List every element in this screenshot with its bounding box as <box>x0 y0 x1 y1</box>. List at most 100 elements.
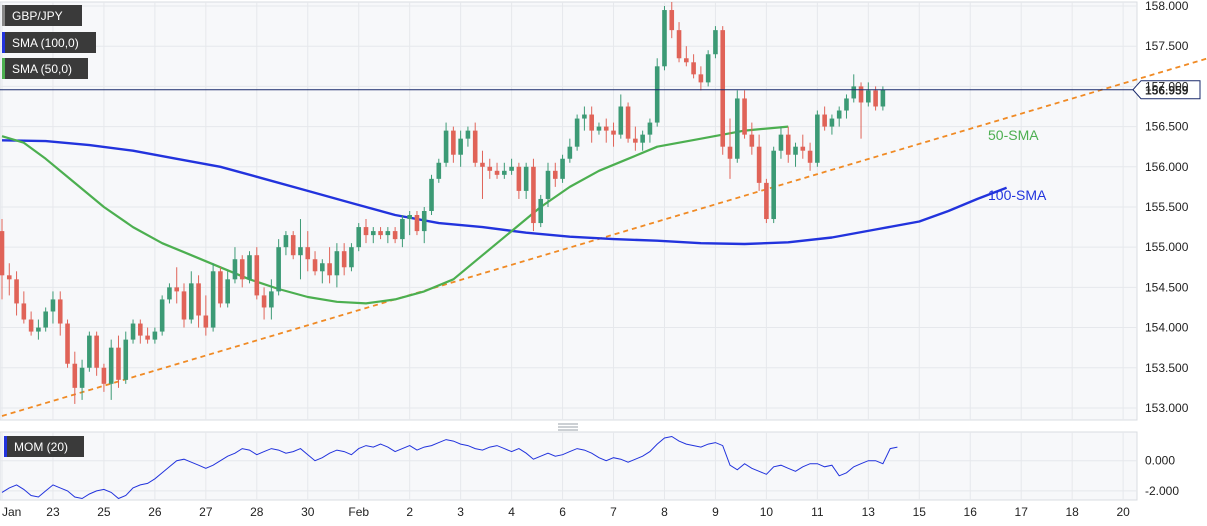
candle <box>793 142 798 167</box>
candle <box>545 162 551 207</box>
candle-body <box>254 255 260 296</box>
candle-body <box>669 10 675 31</box>
candle <box>516 162 522 199</box>
candle-body <box>756 146 762 183</box>
candle <box>79 359 85 400</box>
candle-body <box>596 126 602 131</box>
main-plot-area <box>0 1 1138 421</box>
candle <box>669 2 675 39</box>
pane-splitter[interactable] <box>558 423 578 431</box>
date-tick-label: 20 <box>1116 505 1130 519</box>
candle <box>72 351 78 404</box>
candle-body <box>43 311 48 328</box>
candle <box>458 130 463 167</box>
candle <box>152 327 158 344</box>
mom-tick-label: -2.000 <box>1145 484 1179 498</box>
candle <box>800 134 806 159</box>
candle-body <box>676 30 682 59</box>
candle-body <box>858 86 864 103</box>
candle-body <box>298 247 303 256</box>
candle <box>108 339 114 400</box>
price-tick-label: 156.500 <box>1145 120 1189 134</box>
date-tick-label: Feb <box>348 505 369 519</box>
candle-body <box>494 170 500 175</box>
date-tick-label: 9 <box>712 505 719 519</box>
candle-body <box>72 363 78 388</box>
candle-body <box>57 299 63 324</box>
candle-body <box>334 251 340 276</box>
candle-body <box>684 58 689 63</box>
candle <box>727 118 733 179</box>
candle <box>43 307 48 332</box>
candle <box>327 247 332 284</box>
candle-body <box>472 130 478 163</box>
candle <box>698 66 704 91</box>
candle <box>603 118 609 143</box>
candle-body <box>159 299 165 332</box>
sma100-line <box>1 139 1008 246</box>
candle <box>14 271 19 316</box>
candle-body <box>196 283 201 316</box>
candle-body <box>116 347 121 380</box>
candle <box>480 150 485 199</box>
candle <box>873 86 878 111</box>
candle <box>436 158 442 183</box>
candle <box>829 114 835 135</box>
candle <box>159 295 165 336</box>
candle-body <box>341 251 347 268</box>
candle <box>269 279 274 320</box>
candle <box>261 287 267 320</box>
candle-body <box>538 198 544 224</box>
candle <box>181 283 187 328</box>
candle-body <box>815 114 820 163</box>
candle <box>560 154 565 183</box>
candle-body <box>108 347 114 384</box>
candle <box>509 158 514 175</box>
candle-body <box>225 279 230 304</box>
date-tick-label: 26 <box>148 505 162 519</box>
candle <box>880 86 886 111</box>
ascending-trendline <box>1 57 1207 417</box>
candle-body <box>363 227 369 236</box>
candle-body <box>14 279 19 304</box>
legend-sma50-bg <box>2 58 88 79</box>
candle-body <box>836 110 842 119</box>
candle <box>844 94 849 119</box>
candle-body <box>749 134 755 147</box>
candle <box>567 138 573 163</box>
price-tick-label: 153.000 <box>1145 401 1189 415</box>
candle <box>625 102 631 143</box>
legend-symbol-bg <box>2 5 82 26</box>
mom-axis: 0.000 -2.000 <box>1145 454 1179 498</box>
candle-body <box>844 98 849 111</box>
candle <box>654 58 660 127</box>
candle-body <box>582 114 587 119</box>
candle <box>676 22 682 63</box>
candle-body <box>123 339 129 380</box>
legend-sma100-swatch <box>2 32 5 53</box>
candle <box>465 126 471 147</box>
candle-body <box>385 231 391 236</box>
candle <box>116 335 121 388</box>
candle <box>647 118 653 143</box>
candle <box>378 227 383 240</box>
candle-body <box>866 90 871 103</box>
sma50-layer <box>1 125 789 305</box>
candle <box>487 158 493 179</box>
price-tick-label: 157.000 <box>1145 79 1189 93</box>
candle-body <box>65 323 70 364</box>
candle-body <box>421 211 427 232</box>
last-price-label: 156.959 <box>1145 84 1189 98</box>
candle-body <box>727 146 733 159</box>
candle <box>239 255 245 288</box>
candle-body <box>480 162 485 167</box>
candle <box>363 219 369 244</box>
candle-body <box>247 255 252 280</box>
price-tick-label: 158.000 <box>1145 0 1189 13</box>
candle <box>232 247 238 284</box>
candle-body <box>574 118 580 147</box>
candle <box>618 94 624 139</box>
candle-body <box>698 74 704 83</box>
candle-body <box>327 263 332 276</box>
candle-body <box>0 231 5 276</box>
